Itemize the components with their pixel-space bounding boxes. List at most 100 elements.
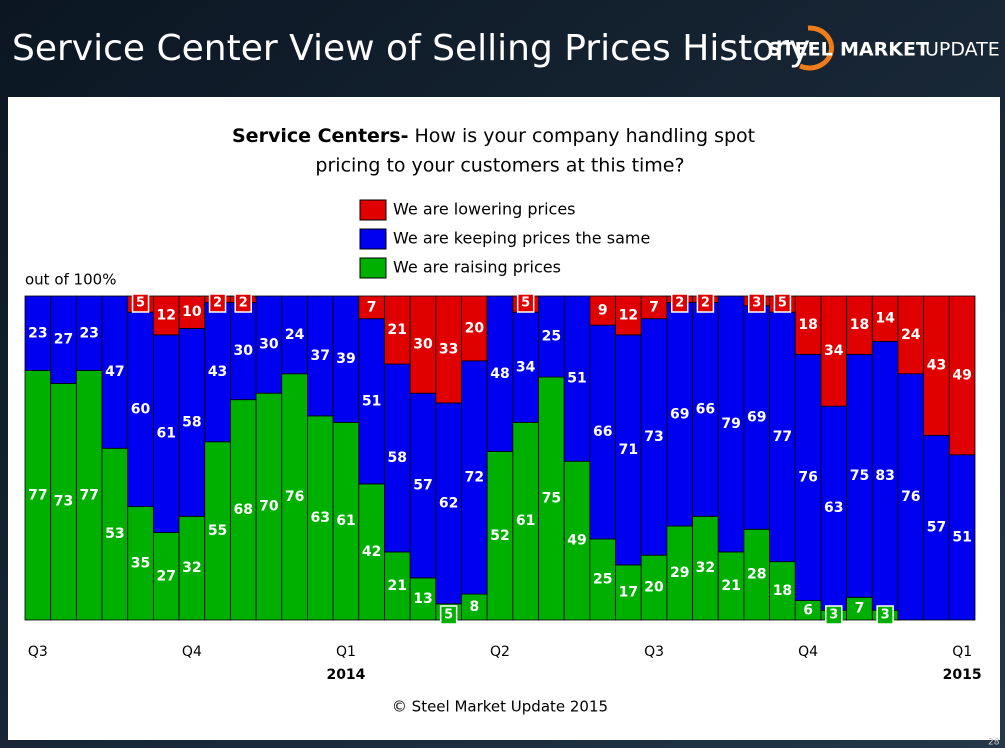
bar-segment (435, 402, 462, 605)
data-label: 5 (444, 608, 453, 623)
logo-text: MARKET (840, 39, 929, 61)
data-label: 75 (542, 491, 561, 507)
data-label: 24 (285, 327, 305, 343)
data-label: 61 (516, 513, 535, 529)
data-label: 61 (156, 426, 175, 442)
label-box (131, 293, 150, 313)
bar-segment (769, 561, 796, 621)
x-tick-label: Q3 (28, 644, 48, 660)
data-label: 51 (567, 371, 586, 387)
data-label: 20 (644, 580, 664, 596)
year-label: 2015 (943, 667, 982, 683)
bar-segment (332, 295, 360, 423)
logo-text: STEEL (768, 39, 833, 61)
bar-segment (127, 506, 154, 621)
data-label: 30 (413, 337, 433, 353)
bar-segment (461, 295, 488, 362)
bar-segment (563, 460, 591, 621)
data-label: 25 (593, 572, 612, 588)
data-label: 58 (388, 450, 407, 466)
data-label: 51 (952, 529, 971, 545)
bar-segment (358, 318, 385, 485)
data-label: 35 (131, 555, 150, 571)
legend-swatch (359, 257, 387, 279)
data-label: 33 (439, 341, 458, 357)
data-label: 34 (824, 343, 844, 359)
legend-label: We are keeping prices the same (393, 229, 650, 248)
data-label: 7 (855, 601, 865, 617)
data-label: 66 (593, 424, 612, 440)
bar-segment (24, 295, 52, 371)
bar-segment (512, 421, 539, 621)
bar-segment (461, 360, 488, 595)
legend-label: We are lowering prices (393, 200, 576, 219)
bar-segment (538, 295, 565, 378)
bar-segment (384, 551, 411, 621)
data-label: 73 (54, 494, 73, 510)
label-box (876, 605, 894, 625)
logo-text: UPDATE (925, 39, 1000, 61)
data-label: 5 (136, 296, 145, 311)
bar-segment (204, 302, 231, 443)
bar-segment (717, 551, 745, 621)
data-label: 5 (778, 296, 787, 311)
bar-segment (846, 295, 873, 355)
x-tick-label: Q2 (490, 644, 510, 660)
label-box (234, 293, 252, 313)
data-label: 73 (644, 429, 663, 445)
data-label: 27 (54, 332, 73, 348)
data-label: 75 (850, 468, 869, 484)
bar-segment (923, 295, 950, 436)
data-label: 77 (28, 487, 47, 503)
bar-segment (358, 483, 385, 621)
bar-segment (486, 451, 514, 621)
bar-segment (409, 295, 437, 394)
data-label: 3 (881, 608, 890, 623)
bar-segment (717, 295, 745, 553)
bar-segment (384, 363, 411, 553)
page-title: Service Center View of Selling Prices Hi… (12, 28, 810, 69)
data-label: 13 (413, 591, 432, 607)
data-label: 47 (105, 364, 124, 380)
bar-segment (820, 405, 848, 611)
data-label: 23 (79, 325, 98, 341)
label-box (696, 293, 715, 313)
bar-segment (435, 295, 462, 404)
logo-swoosh (799, 25, 834, 71)
legend-label: We are raising prices (393, 258, 561, 277)
bar-segment (589, 538, 616, 621)
data-label: 18 (773, 583, 792, 599)
data-label: 49 (567, 533, 586, 549)
bar-segment (820, 295, 848, 407)
label-box (439, 605, 458, 625)
data-label: 68 (234, 502, 253, 518)
data-label: 69 (747, 410, 766, 426)
data-label: 23 (28, 325, 47, 341)
data-label: 6 (803, 602, 813, 618)
data-label: 83 (875, 468, 894, 484)
bar-segment (512, 311, 539, 423)
bar-segment (486, 295, 514, 452)
bar-segment (307, 295, 334, 417)
data-label: 5 (521, 296, 530, 311)
data-label: 57 (927, 520, 946, 536)
data-label: 53 (105, 526, 124, 542)
label-box (773, 293, 792, 313)
data-label: 7 (649, 299, 659, 315)
label-box (516, 293, 535, 313)
data-label: 21 (721, 578, 740, 594)
data-label: 37 (311, 348, 330, 364)
label-box (825, 605, 843, 625)
data-label: 49 (952, 367, 971, 383)
bar-segment (794, 353, 822, 601)
x-tick-label: Q3 (644, 644, 664, 660)
data-label: 76 (798, 469, 817, 485)
bar-segment (50, 383, 77, 621)
x-tick-label: Q4 (182, 644, 202, 660)
data-label: 43 (927, 358, 946, 374)
bar-segment (897, 295, 925, 375)
chart-subtitle: Service Centers- How is your company hand… (232, 125, 755, 147)
label-box (748, 293, 766, 313)
bar-segment (897, 373, 925, 621)
